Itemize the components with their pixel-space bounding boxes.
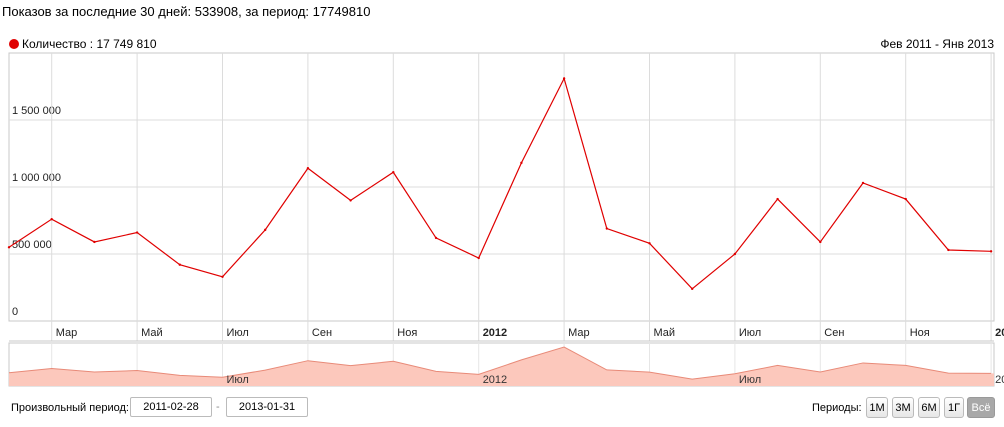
data-point[interactable] xyxy=(904,197,907,201)
data-point[interactable] xyxy=(776,197,779,201)
legend-dot-icon xyxy=(9,39,19,49)
data-point[interactable] xyxy=(562,77,566,80)
navigator-line xyxy=(8,346,992,380)
navigator-selection[interactable] xyxy=(9,343,994,386)
bottom-controls: Произвольный период: - Периоды: 1М 3М 6М… xyxy=(0,397,1004,421)
data-point[interactable] xyxy=(264,228,267,232)
series-line xyxy=(8,76,992,290)
custom-period-label: Произвольный период: xyxy=(11,402,129,414)
x-tick-label: Июл xyxy=(227,327,249,339)
data-point[interactable] xyxy=(349,199,352,202)
navigator-label: Июл xyxy=(227,374,249,386)
x-tick-label: Май xyxy=(654,327,676,339)
period-button-all[interactable]: Всё xyxy=(967,397,995,418)
chart-legend[interactable]: Количество : 17 749 810 xyxy=(9,37,157,51)
x-tick-label: Ноя xyxy=(397,327,417,339)
date-range-label: Фев 2011 - Янв 2013 xyxy=(880,37,994,51)
data-point[interactable] xyxy=(221,275,224,278)
data-point[interactable] xyxy=(691,287,694,291)
data-point[interactable] xyxy=(7,246,11,249)
y-tick-label: 1 500 000 xyxy=(12,105,61,117)
navigator-area xyxy=(9,347,994,386)
navigator-label: 2013 xyxy=(995,374,1004,386)
periods-label: Периоды: xyxy=(812,402,862,414)
data-point[interactable] xyxy=(947,248,950,252)
x-tick-label: Сен xyxy=(312,327,332,339)
period-button-1m[interactable]: 1М xyxy=(866,397,888,418)
data-point[interactable] xyxy=(733,252,737,256)
legend-label: Количество : 17 749 810 xyxy=(22,37,157,51)
date-separator: - xyxy=(216,401,220,413)
x-tick-label: Мар xyxy=(56,327,78,339)
x-tick-label: 2012 xyxy=(483,327,507,339)
data-point[interactable] xyxy=(306,167,310,170)
y-tick-label: 0 xyxy=(12,306,18,318)
data-point[interactable] xyxy=(50,217,53,221)
navigator-label: Июл xyxy=(739,374,761,386)
data-point[interactable] xyxy=(135,231,139,234)
navigator-label: 2012 xyxy=(483,374,507,386)
data-point[interactable] xyxy=(861,181,865,185)
x-tick-label: Сен xyxy=(824,327,844,339)
period-button-3m[interactable]: 3М xyxy=(892,397,914,418)
period-button-6m[interactable]: 6М xyxy=(918,397,940,418)
date-to-input[interactable] xyxy=(226,397,308,417)
period-button-1y[interactable]: 1Г xyxy=(944,397,964,418)
data-point[interactable] xyxy=(648,242,651,245)
data-point[interactable] xyxy=(178,263,181,266)
data-point[interactable] xyxy=(605,227,608,230)
x-tick-label: 2013 xyxy=(995,327,1004,339)
data-point[interactable] xyxy=(392,171,395,174)
data-point[interactable] xyxy=(520,161,523,165)
chart: 0 500 000 1 000 000 1 500 000 Мар Май Июл Сен Но… xyxy=(7,52,1004,387)
data-point[interactable] xyxy=(93,240,96,244)
data-point[interactable] xyxy=(989,250,993,253)
x-tick-label: Июл xyxy=(739,327,761,339)
data-point[interactable] xyxy=(819,240,822,244)
data-point[interactable] xyxy=(477,256,480,260)
x-tick-label: Май xyxy=(141,327,163,339)
data-point[interactable] xyxy=(434,236,438,240)
y-tick-label: 1 000 000 xyxy=(12,172,61,184)
x-tick-label: Ноя xyxy=(910,327,930,339)
date-from-input[interactable] xyxy=(130,397,212,417)
y-tick-label: 500 000 xyxy=(12,239,52,251)
x-tick-label: Мар xyxy=(568,327,590,339)
summary-text: Показов за последние 30 дней: 533908, за… xyxy=(2,4,371,19)
